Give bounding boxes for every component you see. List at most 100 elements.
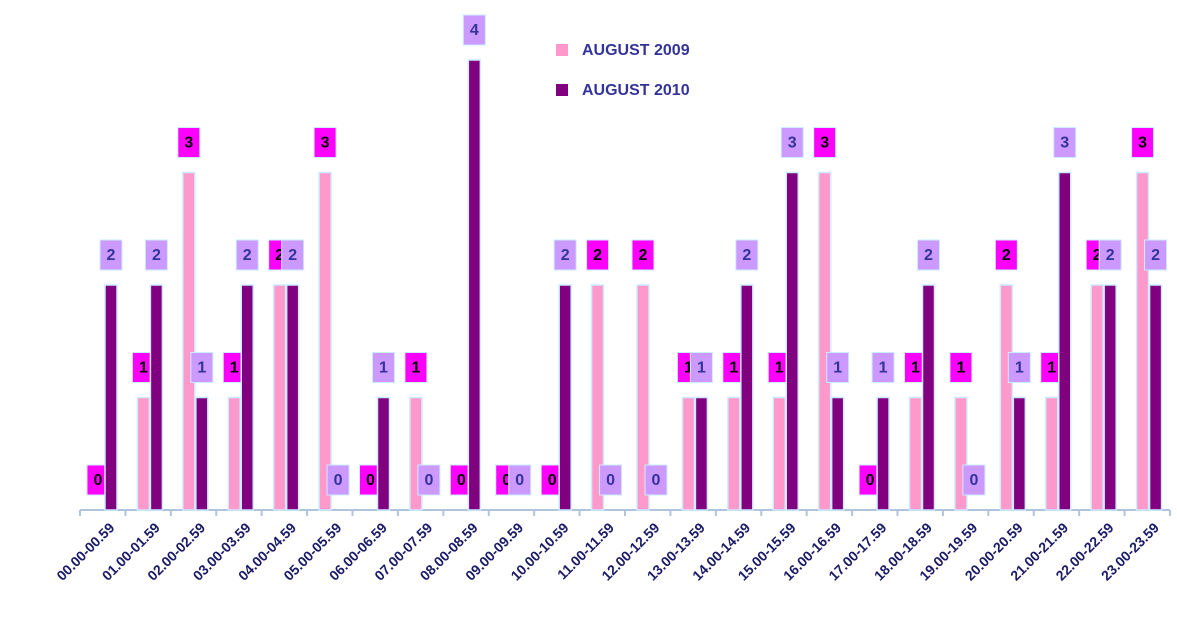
- value-label: 2: [288, 247, 297, 264]
- value-label-box: [1098, 239, 1122, 271]
- value-label-box: [735, 239, 759, 271]
- value-label: 0: [652, 472, 661, 489]
- value-label: 2: [152, 247, 161, 264]
- value-label: 1: [956, 360, 965, 377]
- value-label: 0: [606, 472, 615, 489]
- bar: [1058, 171, 1072, 511]
- bar: [727, 396, 741, 511]
- value-label: 1: [833, 360, 842, 377]
- value-label: 2: [742, 247, 751, 264]
- bar: [195, 396, 209, 511]
- value-label-box: [1053, 127, 1077, 158]
- value-label: 3: [820, 135, 829, 152]
- bar: [921, 284, 936, 511]
- bar: [149, 284, 164, 511]
- bar: [1148, 284, 1163, 511]
- bar: [1012, 396, 1027, 511]
- value-label: 0: [502, 472, 511, 489]
- value-label-box: [586, 239, 610, 271]
- value-label: 1: [879, 360, 888, 377]
- value-label: 3: [1060, 135, 1069, 152]
- value-label: 2: [107, 247, 116, 264]
- value-label: 2: [275, 247, 284, 264]
- value-label-box: [99, 239, 123, 271]
- value-label: 1: [1047, 360, 1056, 377]
- value-label-box: [177, 127, 201, 158]
- value-label: 4: [470, 22, 479, 39]
- value-label-box: [871, 352, 895, 383]
- value-label: 0: [969, 472, 978, 489]
- value-label-box: [994, 239, 1018, 271]
- value-label-box: [417, 464, 441, 496]
- bar: [876, 396, 890, 511]
- value-label: 0: [548, 472, 557, 489]
- bar: [285, 284, 300, 511]
- value-label-box: [404, 352, 428, 383]
- value-label: 2: [593, 247, 602, 264]
- bar: [227, 396, 241, 511]
- value-label-box: [1007, 352, 1031, 383]
- bar: [1103, 284, 1117, 511]
- value-label: 1: [139, 360, 148, 377]
- value-label: 0: [366, 472, 375, 489]
- bar: [999, 284, 1014, 511]
- value-label: 2: [924, 247, 933, 264]
- bar: [376, 396, 391, 511]
- legend-label: AUGUST 2010: [582, 82, 690, 99]
- bar: [830, 396, 845, 511]
- value-label: 2: [639, 247, 648, 264]
- value-label-box: [144, 239, 168, 271]
- value-label-box: [326, 464, 350, 496]
- bar: [1045, 396, 1059, 511]
- bar: [817, 171, 832, 511]
- value-label: 2: [561, 247, 570, 264]
- value-label: 3: [184, 135, 193, 152]
- bar: [182, 171, 196, 511]
- value-label: 1: [775, 360, 784, 377]
- value-label: 0: [866, 472, 875, 489]
- value-label: 1: [379, 360, 388, 377]
- value-label-box: [313, 127, 337, 158]
- value-label: 3: [1138, 135, 1147, 152]
- value-label-box: [826, 352, 850, 383]
- value-label: 1: [684, 360, 693, 377]
- bar: [272, 284, 287, 511]
- bar: [104, 284, 118, 511]
- bar: [772, 396, 786, 511]
- value-label: 3: [788, 135, 797, 152]
- value-label: 1: [197, 360, 206, 377]
- bar: [1090, 284, 1104, 511]
- bar: [908, 396, 923, 511]
- value-label-box: [235, 239, 259, 271]
- value-label: 1: [230, 360, 239, 377]
- value-label-box: [508, 464, 532, 496]
- value-label-box: [644, 464, 668, 496]
- bar: [558, 284, 572, 511]
- value-label-box: [281, 239, 305, 271]
- value-label-box: [462, 14, 486, 46]
- bar: [590, 284, 605, 511]
- bar: [785, 171, 799, 511]
- value-label: 2: [1093, 247, 1102, 264]
- legend-label: AUGUST 2009: [582, 42, 690, 59]
- value-label: 0: [457, 472, 466, 489]
- bar: [740, 284, 754, 511]
- value-label: 1: [1015, 360, 1024, 377]
- legend-swatch: [556, 44, 568, 56]
- value-label-box: [949, 352, 973, 383]
- value-label-box: [1131, 127, 1155, 158]
- value-label: 1: [697, 360, 706, 377]
- value-label: 1: [911, 360, 920, 377]
- bar: [681, 396, 696, 511]
- value-label-box: [190, 352, 214, 383]
- value-label-box: [689, 352, 713, 383]
- bar: [467, 59, 482, 511]
- value-label-box: [631, 239, 655, 271]
- legend-swatch: [556, 84, 568, 96]
- value-label-box: [372, 352, 395, 383]
- value-label: 0: [94, 472, 103, 489]
- value-label-box: [780, 127, 804, 158]
- value-label-box: [962, 464, 986, 496]
- value-label: 1: [411, 360, 420, 377]
- value-label-box: [599, 464, 623, 496]
